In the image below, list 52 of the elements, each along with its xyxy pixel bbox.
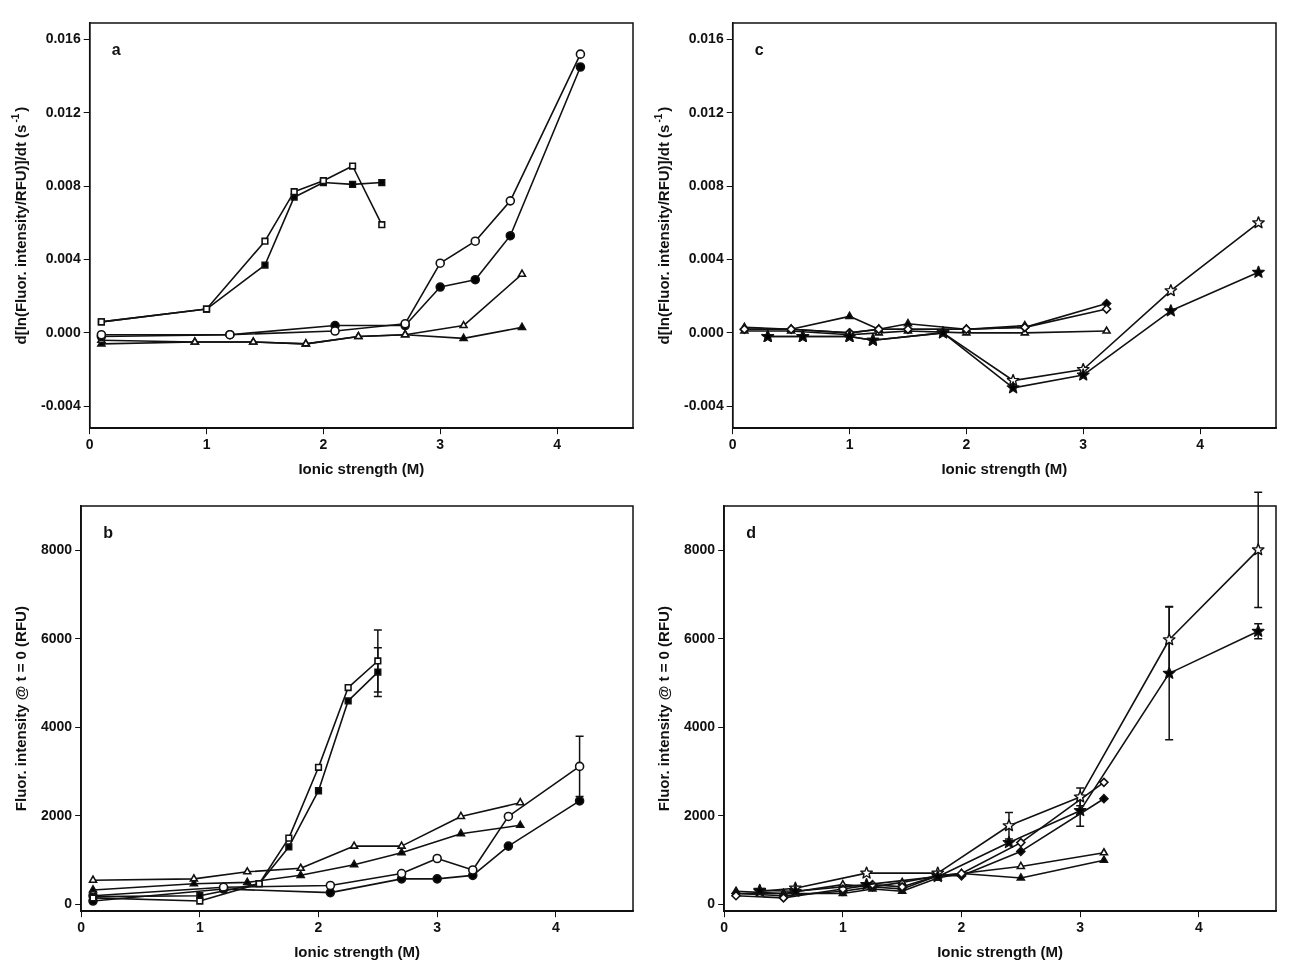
y-tick-label: 0.016 <box>45 30 81 47</box>
y-tick-label: 0.004 <box>45 250 81 267</box>
y-tick-label: 6000 <box>683 629 716 646</box>
y-tick-label: 0.008 <box>688 177 724 194</box>
x-tick-label: 2 <box>319 436 328 453</box>
x-tick-label: 4 <box>1196 436 1205 453</box>
y-tick-label: 0.004 <box>688 250 724 267</box>
y-tick-label: 4000 <box>683 718 716 735</box>
annotation: a <box>111 41 121 59</box>
y-axis-title: Fluor. intensity @ t = 0 (RFU) <box>12 606 30 812</box>
annotation: c <box>754 41 764 59</box>
x-tick-label: 3 <box>1079 436 1088 453</box>
x-tick-label: 3 <box>436 436 445 453</box>
y-axis-title: d[ln(Fluor. intensity/RFU)]/dt (s-1) <box>9 106 30 345</box>
x-axis-title: Ionic strength (M) <box>941 460 1068 478</box>
y-tick-label: -0.004 <box>40 397 81 414</box>
x-tick-label: 0 <box>85 436 94 453</box>
y-tick-label: 8000 <box>683 541 716 558</box>
x-tick-label: 3 <box>1076 919 1085 936</box>
y-tick-label: 2000 <box>40 806 73 823</box>
y-tick-label: 4000 <box>40 718 73 735</box>
y-tick-label: 0.012 <box>688 103 724 120</box>
y-tick-label: 0.008 <box>45 177 81 194</box>
x-tick-label: 4 <box>553 436 562 453</box>
y-tick-label: 0.016 <box>688 30 724 47</box>
x-axis-title: Ionic strength (M) <box>294 943 420 961</box>
y-tick-label: 0.000 <box>688 323 724 340</box>
y-tick-label: -0.004 <box>683 397 724 414</box>
x-axis-title: Ionic strength (M) <box>937 943 1063 961</box>
y-axis-title: Fluor. intensity @ t = 0 (RFU) <box>655 606 673 812</box>
x-tick-label: 0 <box>728 436 737 453</box>
x-tick-label: 3 <box>433 919 442 936</box>
x-tick-label: 2 <box>957 919 966 936</box>
x-tick-label: 2 <box>962 436 971 453</box>
y-tick-label: 0 <box>707 895 716 912</box>
y-tick-label: 2000 <box>683 806 716 823</box>
x-tick-label: 1 <box>845 436 854 453</box>
x-tick-label: 2 <box>314 919 323 936</box>
annotation: d <box>746 524 756 542</box>
x-tick-label: 1 <box>838 919 847 936</box>
x-tick-label: 1 <box>202 436 211 453</box>
y-tick-label: 0 <box>64 895 73 912</box>
x-tick-label: 4 <box>551 919 560 936</box>
x-axis-title: Ionic strength (M) <box>298 460 425 478</box>
x-tick-label: 4 <box>1194 919 1203 936</box>
x-tick-label: 1 <box>195 919 204 936</box>
y-tick-label: 6000 <box>40 629 73 646</box>
y-axis-title: d[ln(Fluor. intensity/RFU)]/dt (s-1) <box>652 106 673 345</box>
annotation: b <box>103 524 114 542</box>
y-tick-label: 0.000 <box>45 323 81 340</box>
y-tick-label: 0.012 <box>45 103 81 120</box>
y-tick-label: 8000 <box>40 541 73 558</box>
